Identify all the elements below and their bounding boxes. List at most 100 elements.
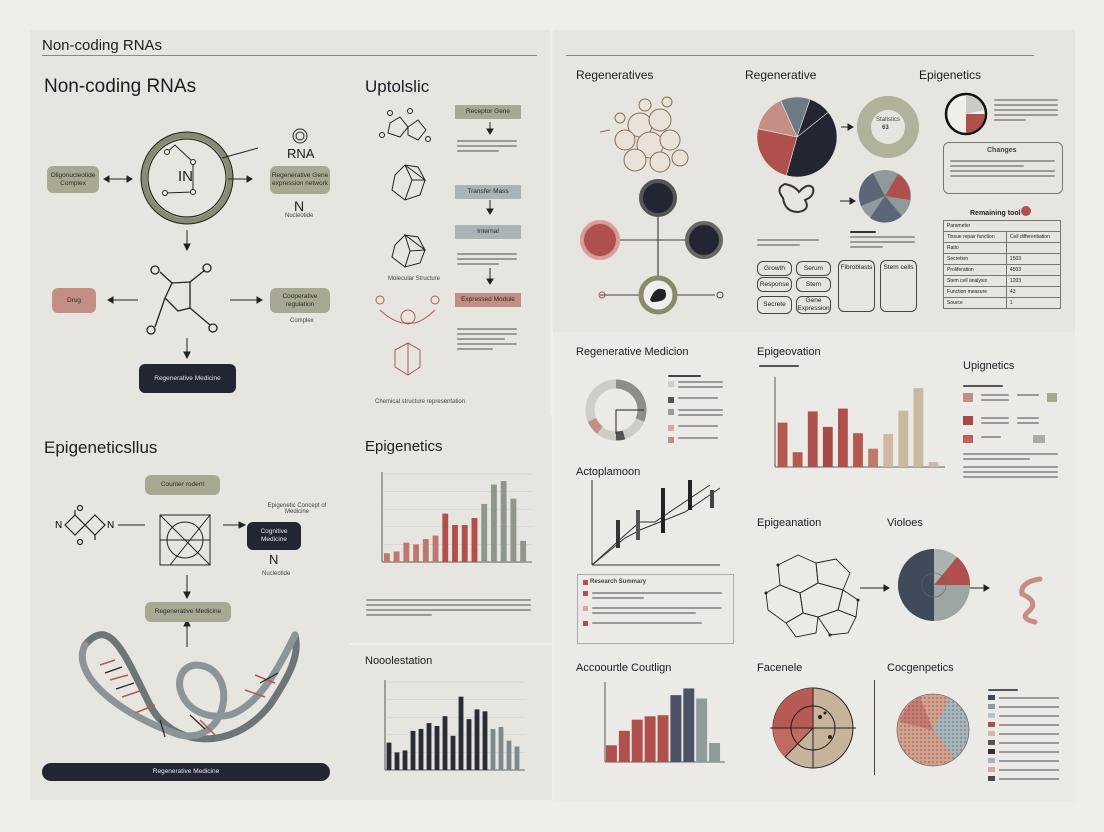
flow-arrows-lower — [860, 584, 990, 592]
table-cell: 1503 — [1005, 253, 1062, 265]
epigeovation-subtitle — [759, 362, 799, 370]
grid-circle-icon — [159, 514, 211, 566]
regeneratives-title: Regeneratives — [576, 68, 654, 82]
worm-icon — [1019, 576, 1043, 625]
counter-rodent-box[interactable]: Counter rodent — [145, 475, 220, 495]
bar-mark — [688, 480, 692, 510]
bar — [418, 728, 424, 770]
epigeovation-bar-chart — [774, 377, 945, 468]
bar — [696, 698, 708, 762]
flow-text-3 — [457, 325, 517, 353]
bar — [426, 723, 432, 770]
donut-chart — [841, 96, 919, 158]
bar — [913, 388, 924, 467]
regenerative-medicine-mid-box[interactable]: Regenerative Medicine — [145, 602, 231, 622]
regenerative-medicine-box[interactable]: Regenerative Medicine — [139, 364, 236, 393]
legend-item — [988, 695, 1068, 700]
bar — [683, 688, 695, 762]
dark-node-icon — [639, 179, 677, 217]
panel-non-coding-rnas — [30, 30, 550, 415]
table-cell: 43 — [1005, 286, 1062, 298]
actoplamoon-title: Actoplamoon — [576, 466, 641, 478]
bar — [709, 743, 721, 762]
accoourtle-bar-chart — [604, 682, 725, 763]
table-cell: 1203 — [1005, 275, 1062, 287]
header-divider — [42, 55, 537, 56]
flow-arrows — [486, 122, 494, 285]
table-row: Parameter — [943, 220, 1061, 232]
flow-step-4[interactable]: Expressed Module — [455, 293, 521, 307]
bar-mark — [616, 520, 620, 548]
grid-button[interactable]: Growth — [757, 261, 792, 276]
bar — [474, 709, 480, 770]
rna-label: RNA — [287, 146, 315, 161]
pie-slice — [785, 111, 838, 178]
status-dot-icon — [1021, 206, 1031, 216]
cocgenpetics-legend — [988, 686, 1068, 781]
epigenetic-diagram: N N — [55, 504, 300, 743]
bar — [413, 544, 419, 562]
bar — [383, 553, 390, 562]
table-title: Remaining tool — [970, 210, 1021, 217]
bar — [500, 481, 507, 562]
bar — [605, 745, 617, 762]
legend-item — [988, 767, 1068, 772]
drug-box[interactable]: Drug — [52, 288, 96, 313]
table-cell: Function measure — [943, 286, 1007, 298]
bar — [928, 462, 939, 467]
grid-card[interactable]: Stem cells — [880, 260, 917, 312]
bar — [432, 535, 439, 562]
epigenetics-legend — [994, 96, 1058, 124]
grid-button[interactable]: Response — [757, 277, 792, 292]
regenerative-medicine-bar[interactable]: Regenerative Medicine — [42, 763, 330, 781]
bar-mark — [661, 488, 665, 533]
epigenetics-title: Epigenetics — [919, 68, 982, 82]
legend-item — [988, 731, 1068, 736]
grid-button[interactable]: Serum — [796, 261, 831, 276]
bar — [481, 503, 488, 562]
table-row: Source 1 — [943, 297, 1062, 309]
gene-network-box[interactable]: Regenerative Gene expression network — [270, 166, 330, 194]
pie-slice — [756, 128, 798, 176]
gauge-legend — [668, 372, 723, 443]
flow-step-2[interactable]: Transfer Mass — [455, 185, 521, 199]
upignetics-legend — [963, 382, 1063, 481]
circle-label: IN — [178, 168, 193, 185]
flow-step-3[interactable]: Internal — [455, 225, 521, 239]
red-node-icon — [580, 220, 620, 260]
header-title: Non-coding RNAs — [42, 37, 163, 54]
bar — [482, 711, 488, 770]
grid-button[interactable]: Gene Expression — [796, 296, 831, 314]
cooperative-box[interactable]: Cooperative regulation — [270, 288, 330, 313]
table-row: Secretion 1503 — [943, 253, 1062, 265]
table-cell: Parameter — [943, 220, 1061, 232]
flow-step-1[interactable]: Receptor Gene — [455, 105, 521, 119]
violoes-pie-chart — [898, 548, 971, 621]
bar — [514, 746, 520, 770]
grid-card[interactable]: Fibroblasts — [838, 260, 875, 312]
table-cell: 4503 — [1005, 264, 1062, 276]
regen-medicion-title: Regenerative Medicion — [576, 346, 689, 358]
oligo-box[interactable]: Oligonucleotide Complex — [47, 166, 99, 193]
table-cell: Ratio — [943, 242, 1007, 254]
grid-button[interactable]: Secrete — [757, 296, 792, 314]
donut-label: Statistics — [876, 117, 901, 123]
flow-text-1 — [457, 137, 517, 155]
bar — [394, 752, 400, 770]
uptolslic-title: Uptolslic — [365, 77, 430, 96]
split-pie-icon — [840, 170, 911, 223]
table-row: Ratio — [943, 242, 1062, 254]
rna-diagram — [103, 128, 308, 360]
table-cell: Proliferation — [943, 264, 1007, 276]
cognitive-medicine-box[interactable]: Cognitive Medicine — [247, 522, 301, 550]
n-atom-label-2: N — [107, 520, 114, 531]
n-label: N — [294, 198, 305, 214]
bar — [853, 433, 863, 467]
table-cell: 1 — [1005, 297, 1062, 309]
grid-button[interactable]: Stem — [796, 277, 831, 292]
pie-slice — [796, 98, 829, 138]
bar — [393, 551, 400, 562]
epigeovation-title: Epigeovation — [757, 346, 821, 358]
bar — [506, 740, 512, 770]
epigeanation-title: Epigeanation — [757, 517, 822, 529]
